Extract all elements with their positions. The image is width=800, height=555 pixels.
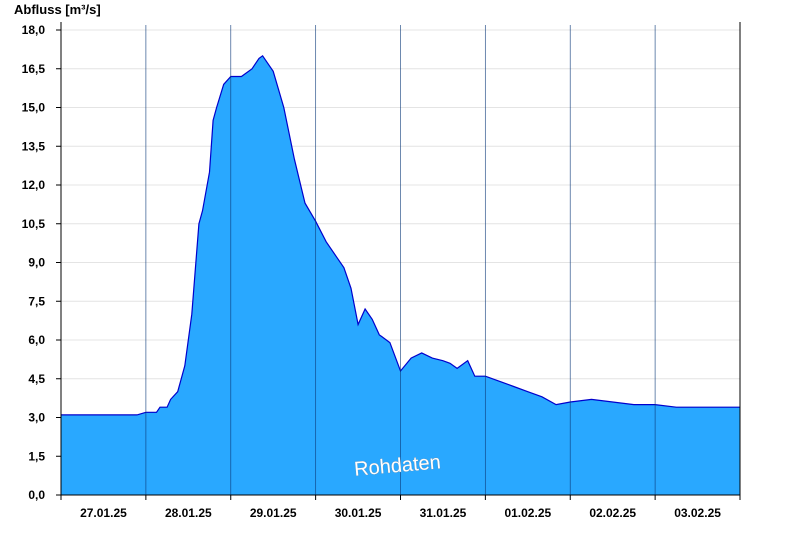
x-tick-label: 01.02.25 xyxy=(504,506,551,520)
plot-area xyxy=(61,25,740,496)
x-tick-label: 29.01.25 xyxy=(250,506,297,520)
x-tick-label: 28.01.25 xyxy=(165,506,212,520)
discharge-line xyxy=(61,54,740,416)
y-tick-label: 9,0 xyxy=(28,256,45,270)
y-tick-label: 6,0 xyxy=(28,333,45,347)
y-tick-label: 1,5 xyxy=(28,449,45,463)
x-tick-label: 03.02.25 xyxy=(674,506,721,520)
x-tick-label: 02.02.25 xyxy=(589,506,636,520)
y-tick-label: 10,5 xyxy=(22,217,46,231)
x-tick-label: 31.01.25 xyxy=(420,506,467,520)
y-axis-label: Abfluss [m³/s] xyxy=(14,2,101,17)
y-tick-label: 16,5 xyxy=(22,62,46,76)
y-tick-label: 3,0 xyxy=(28,411,45,425)
y-tick-label: 0,0 xyxy=(28,488,45,502)
x-tick-label: 27.01.25 xyxy=(80,506,127,520)
x-tick-label: 30.01.25 xyxy=(335,506,382,520)
y-tick-label: 15,0 xyxy=(22,101,46,115)
y-ticks: 0,0 1,5 3,0 4,5 6,0 7,5 9,0 10,5 12,0 13,5 15,0 16,… xyxy=(22,23,61,502)
x-ticks: 27.01.25 28.01.25 29.01.25 30.01.25 31.01.25… xyxy=(60,495,741,520)
y-tick-label: 7,5 xyxy=(28,294,45,308)
y-tick-label: 18,0 xyxy=(22,23,46,37)
y-tick-label: 13,5 xyxy=(22,139,46,153)
y-tick-label: 12,0 xyxy=(22,178,46,192)
y-tick-label: 4,5 xyxy=(28,372,45,386)
